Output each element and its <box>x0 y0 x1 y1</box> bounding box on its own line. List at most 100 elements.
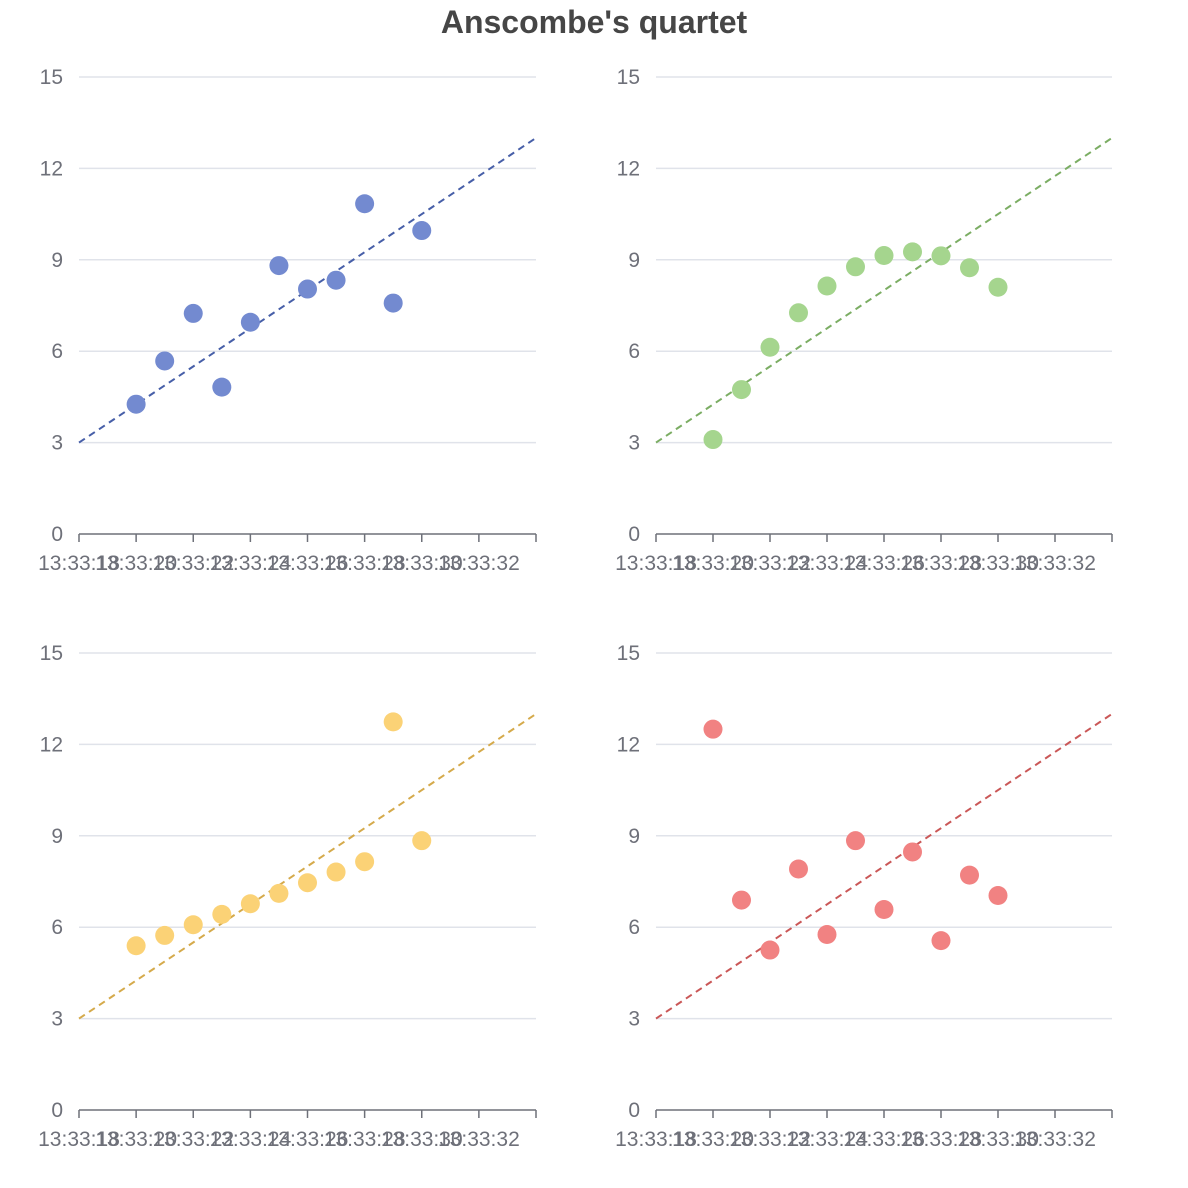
y-tick-label: 0 <box>51 523 63 546</box>
data-point <box>212 377 232 397</box>
x-tick-label: 13:33:28 <box>900 552 982 575</box>
y-tick-label: 9 <box>628 825 640 848</box>
data-point <box>155 351 175 371</box>
data-point <box>298 873 317 893</box>
y-tick-label: 3 <box>628 432 640 455</box>
data-point <box>183 303 203 323</box>
y-tick-label: 12 <box>617 157 640 180</box>
x-tick-label: 13:33:32 <box>438 552 520 575</box>
data-point <box>383 712 403 732</box>
x-tick-label: 13:33:18 <box>615 1128 697 1151</box>
data-point <box>903 842 922 862</box>
data-point <box>183 915 203 935</box>
x-tick-label: 13:33:30 <box>381 1128 463 1151</box>
data-point <box>960 865 979 885</box>
data-point <box>412 221 432 241</box>
x-tick-label: 13:33:26 <box>843 552 925 575</box>
x-tick-label: 13:33:26 <box>843 1128 925 1151</box>
data-point <box>931 246 951 266</box>
y-tick-label: 12 <box>617 733 640 756</box>
y-tick-label: 6 <box>628 340 640 363</box>
x-tick-label: 13:33:30 <box>957 552 1039 575</box>
data-point <box>126 936 146 956</box>
data-point <box>960 258 979 278</box>
chart-panel-3: 0 3 6 9 12 15 13:33:1813:33:2013:33:2213:33:24… <box>38 642 537 1151</box>
data-point <box>240 894 260 914</box>
data-point <box>212 904 232 924</box>
y-tick-label: 9 <box>628 249 640 272</box>
y-tick-label: 3 <box>628 1008 640 1031</box>
x-tick-label: 13:33:20 <box>672 552 754 575</box>
data-point <box>789 859 808 879</box>
y-tick-label: 15 <box>40 66 63 89</box>
trend-line <box>655 713 1113 1020</box>
x-tick-label: 13:33:30 <box>957 1128 1039 1151</box>
y-tick-label: 12 <box>40 157 63 180</box>
chart-panel-4: 0 3 6 9 12 15 13:33:1813:33:2013:33:2213:33:24… <box>615 642 1113 1151</box>
data-point <box>732 380 751 400</box>
y-tick-label: 6 <box>51 916 63 939</box>
y-tick-label: 15 <box>617 642 640 665</box>
data-point <box>240 312 260 332</box>
y-tick-label: 0 <box>51 1099 63 1122</box>
data-point <box>874 246 894 266</box>
y-tick-label: 3 <box>51 1008 63 1031</box>
data-point <box>355 852 375 872</box>
chart-panel-2: 0 3 6 9 12 15 13:33:1813:33:2013:33:2213:33:24… <box>615 66 1113 575</box>
x-tick-label: 13:33:22 <box>729 552 811 575</box>
x-tick-label: 13:33:26 <box>267 552 349 575</box>
y-tick-label: 12 <box>40 733 63 756</box>
data-point <box>269 256 289 276</box>
data-point <box>931 931 951 951</box>
y-tick-label: 0 <box>628 523 640 546</box>
data-point <box>269 883 289 903</box>
x-tick-label: 13:33:32 <box>1014 1128 1096 1151</box>
y-tick-label: 15 <box>617 66 640 89</box>
x-tick-label: 13:33:26 <box>267 1128 349 1151</box>
data-point <box>703 430 723 450</box>
x-tick-label: 13:33:18 <box>38 552 120 575</box>
data-point <box>874 900 894 920</box>
x-tick-label: 13:33:20 <box>95 1128 177 1151</box>
trend-line <box>78 137 537 444</box>
x-tick-label: 13:33:22 <box>152 1128 234 1151</box>
x-tick-label: 13:33:28 <box>900 1128 982 1151</box>
y-tick-label: 15 <box>40 642 63 665</box>
data-point <box>155 925 175 945</box>
x-tick-label: 13:33:24 <box>786 1128 868 1151</box>
x-tick-label: 13:33:32 <box>1014 552 1096 575</box>
y-tick-label: 9 <box>51 825 63 848</box>
x-tick-label: 13:33:24 <box>210 552 292 575</box>
x-tick-label: 13:33:22 <box>152 552 234 575</box>
data-point <box>903 242 922 262</box>
x-tick-label: 13:33:18 <box>615 552 697 575</box>
trend-line <box>655 137 1113 444</box>
x-tick-label: 13:33:20 <box>672 1128 754 1151</box>
data-point <box>298 279 317 299</box>
data-point <box>760 940 780 960</box>
data-point <box>988 886 1008 906</box>
chart-title: Anscombe's quartet <box>440 4 748 40</box>
x-tick-label: 13:33:32 <box>438 1128 520 1151</box>
x-tick-label: 13:33:18 <box>38 1128 120 1151</box>
data-point <box>703 719 723 739</box>
data-point <box>817 276 837 296</box>
y-tick-label: 6 <box>628 916 640 939</box>
data-point <box>846 831 865 851</box>
chart-panel-1: 0 3 6 9 12 15 13:33:1813:33:2013:33:2213:33:24… <box>38 66 537 575</box>
data-point <box>817 925 837 945</box>
data-point <box>846 257 865 277</box>
x-tick-label: 13:33:22 <box>729 1128 811 1151</box>
data-point <box>412 831 432 851</box>
data-point <box>126 394 146 414</box>
x-tick-label: 13:33:20 <box>95 552 177 575</box>
trend-line <box>78 713 537 1020</box>
data-point <box>355 194 375 214</box>
x-tick-label: 13:33:30 <box>381 552 463 575</box>
x-tick-label: 13:33:24 <box>210 1128 292 1151</box>
y-tick-label: 9 <box>51 249 63 272</box>
y-tick-label: 3 <box>51 432 63 455</box>
data-point <box>789 303 808 323</box>
x-tick-label: 13:33:28 <box>324 552 406 575</box>
